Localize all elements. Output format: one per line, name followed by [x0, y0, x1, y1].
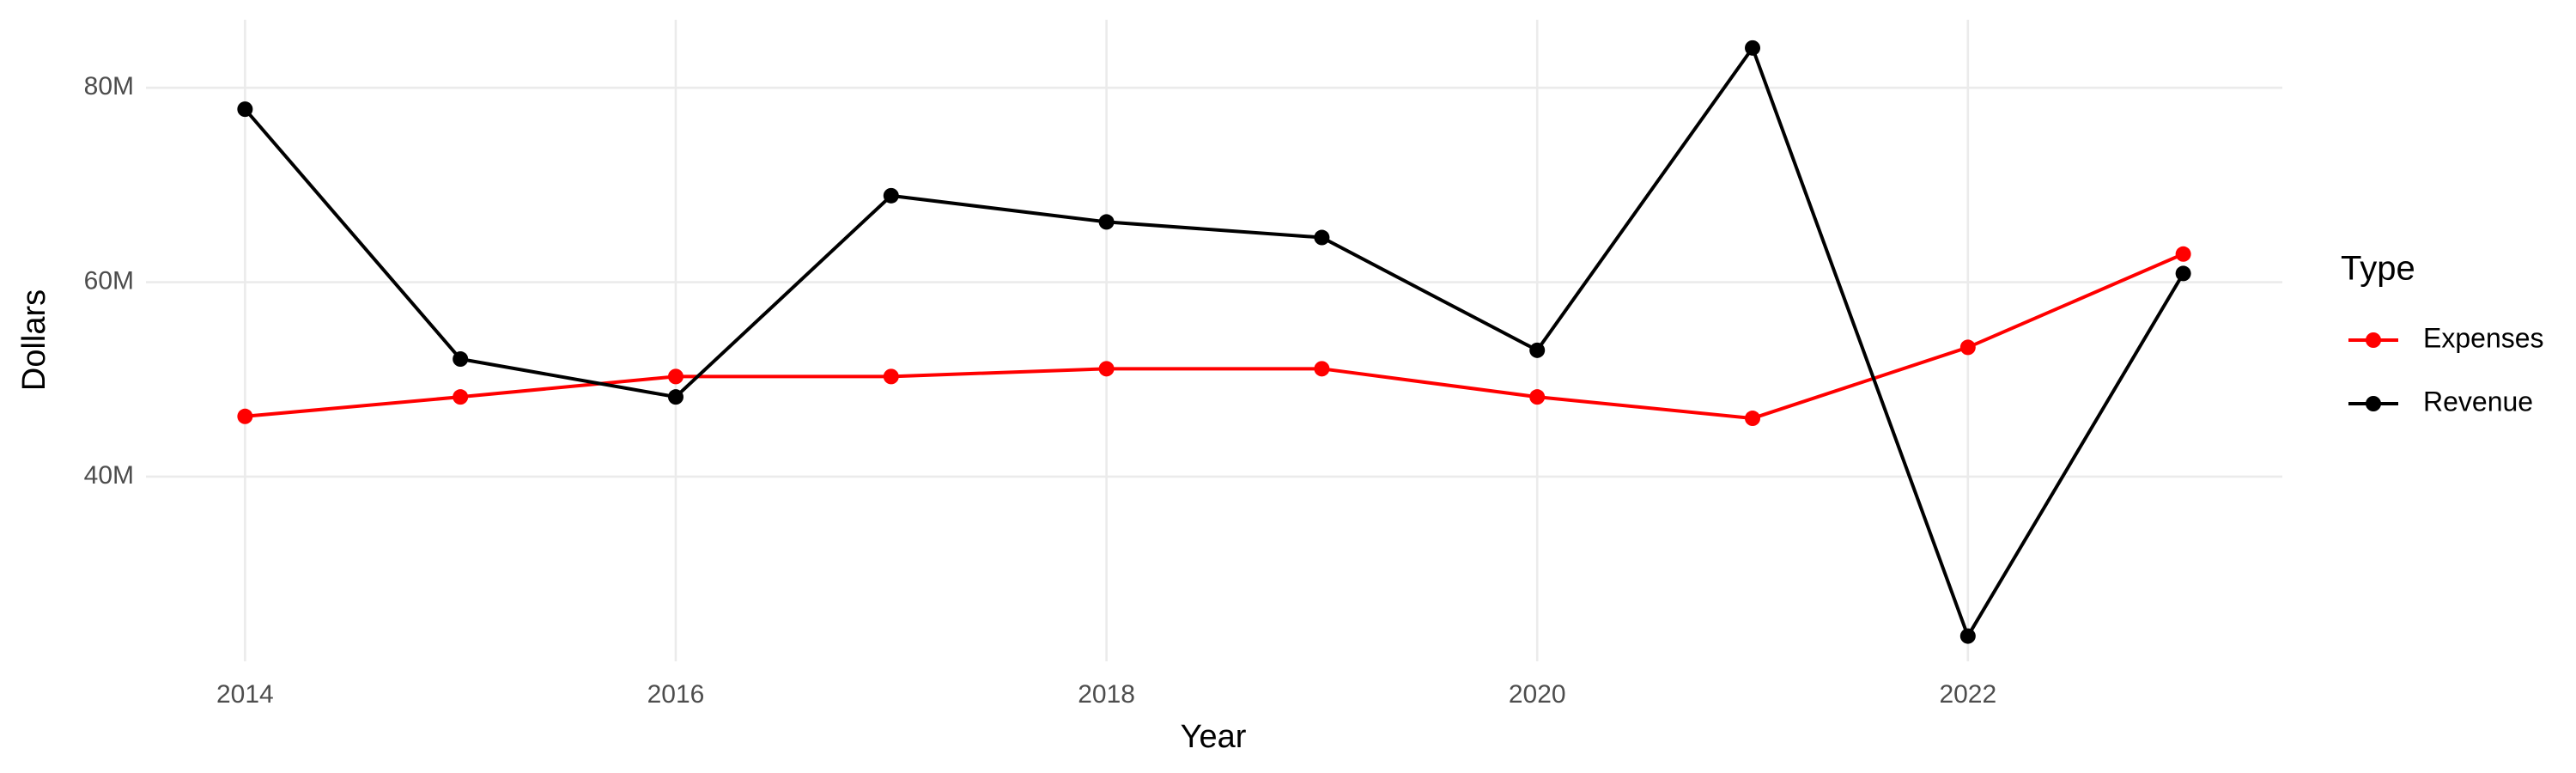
x-tick-label: 2020: [1509, 680, 1566, 709]
y-tick-label: 60M: [84, 267, 134, 295]
legend-title: Type: [2341, 250, 2415, 288]
y-axis-title: Dollars: [16, 289, 52, 391]
data-point: [237, 408, 253, 424]
legend-swatch-point: [2366, 332, 2381, 348]
data-point: [1098, 361, 1115, 377]
data-point: [237, 101, 253, 118]
data-point: [1529, 389, 1546, 405]
series-line: [243, 44, 2185, 641]
x-tick-label: 2018: [1078, 680, 1135, 709]
grid: [146, 20, 2282, 661]
y-tick-label: 40M: [84, 461, 134, 490]
data-point: [2175, 246, 2191, 262]
data-point: [1745, 411, 1761, 427]
x-tick-label: 2014: [216, 680, 274, 709]
x-axis-title: Year: [1181, 719, 1247, 755]
data-point: [1314, 361, 1330, 377]
legend-label: Expenses: [2423, 322, 2544, 353]
data-point: [1314, 229, 1330, 246]
x-tick-label: 2022: [1939, 680, 1996, 709]
data-point: [2175, 265, 2191, 282]
x-tick-label: 2016: [647, 680, 705, 709]
data-point: [1959, 339, 1976, 356]
data-point: [883, 368, 899, 385]
data-point: [453, 351, 469, 368]
data-point: [667, 368, 683, 385]
data-point: [1959, 628, 1976, 644]
series-line: [245, 252, 2184, 421]
legend-label: Revenue: [2423, 386, 2533, 417]
legend-swatch-point: [2366, 396, 2381, 411]
data-point: [453, 389, 469, 405]
data-point: [1098, 214, 1115, 230]
data-point: [1745, 40, 1761, 56]
y-tick-label: 80M: [84, 72, 134, 100]
data-point: [667, 389, 683, 405]
data-point: [1529, 342, 1546, 358]
data-point: [883, 187, 899, 204]
